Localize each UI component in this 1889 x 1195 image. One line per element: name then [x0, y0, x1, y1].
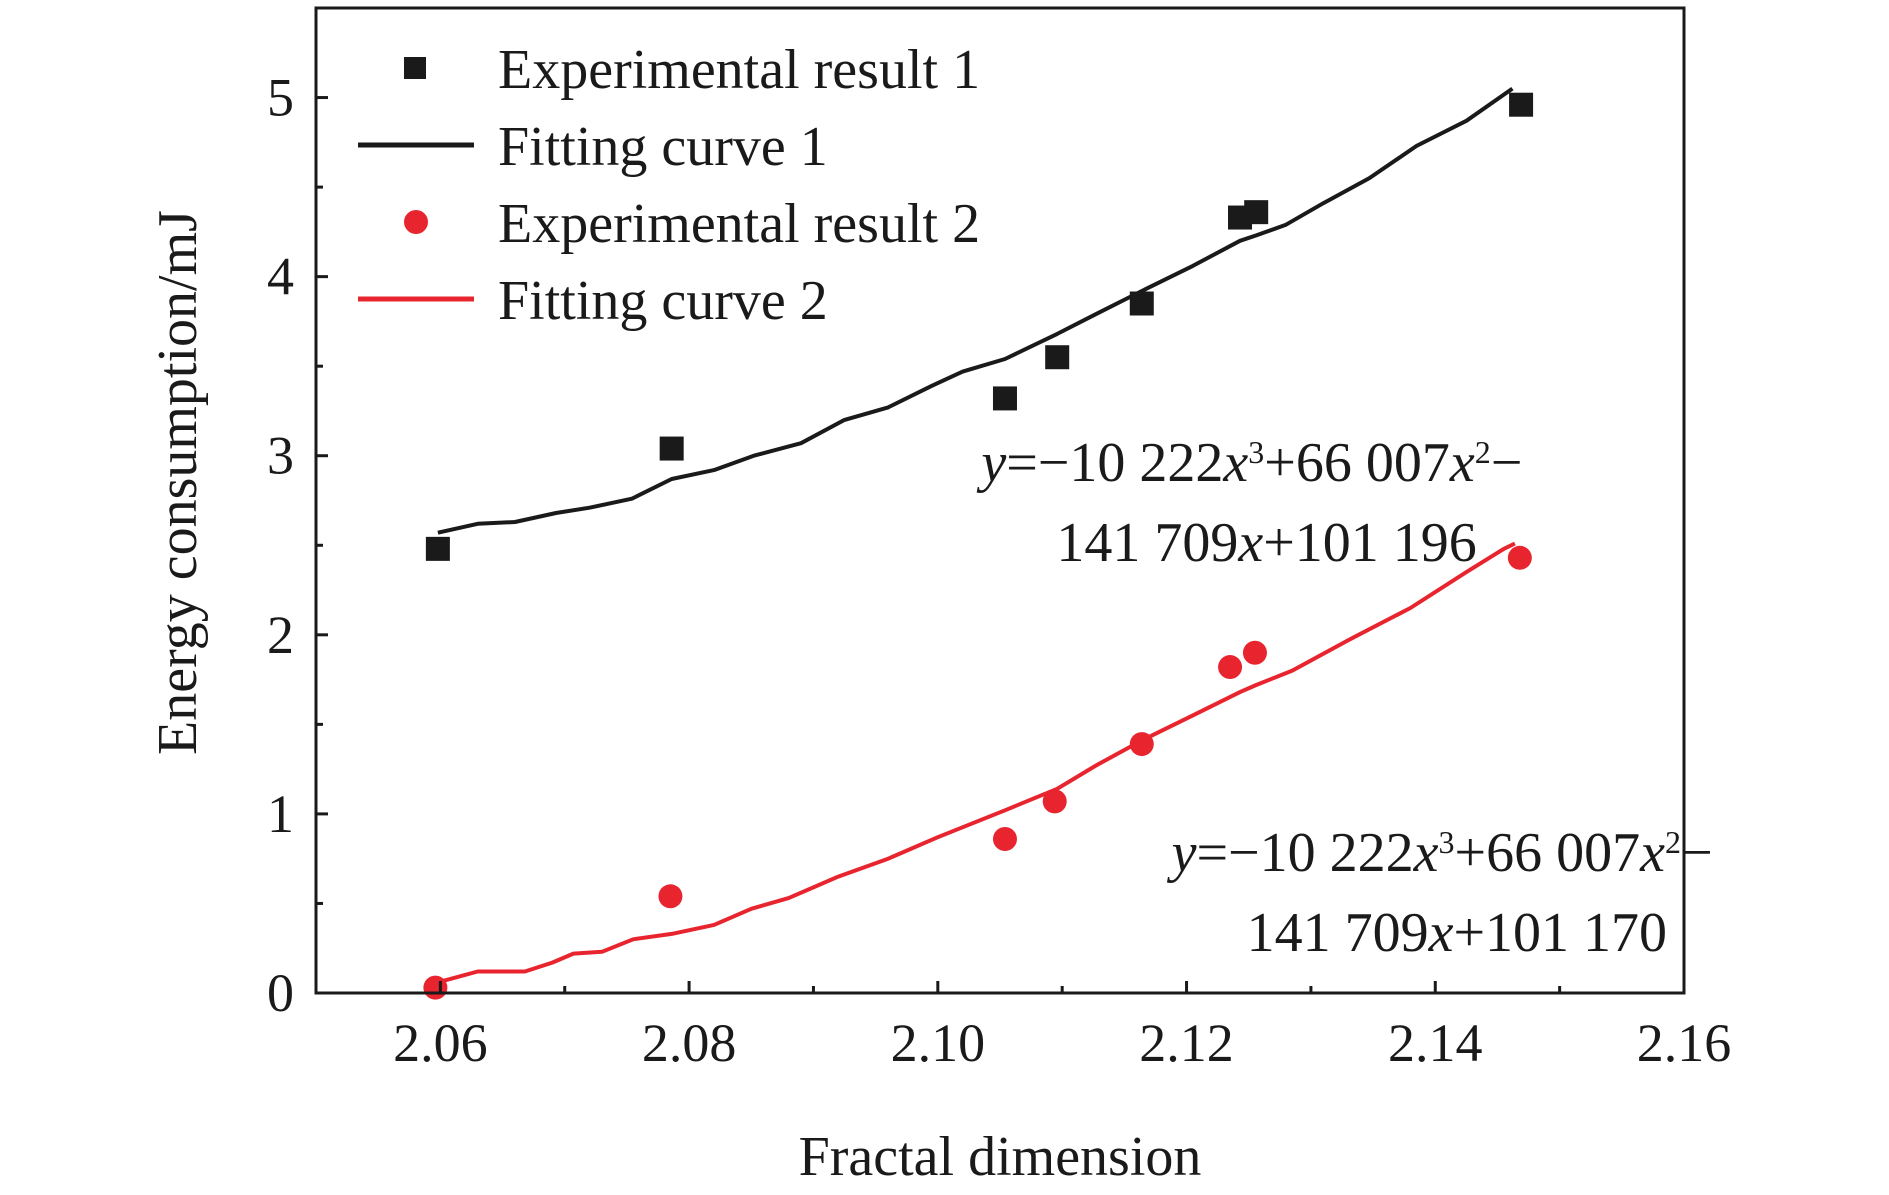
y-tick-label: 4: [267, 247, 294, 307]
x-axis-title: Fractal dimension: [799, 1126, 1202, 1188]
x-tick-label: 2.14: [1388, 1013, 1483, 1073]
equation-segment: −: [1681, 822, 1713, 884]
data-point: [992, 826, 1017, 851]
x-tick-label: 2.10: [891, 1013, 986, 1073]
plot-frame: [314, 6, 1686, 995]
legend-item: Fitting curve 2: [358, 270, 828, 332]
data-point: [659, 436, 684, 461]
equation-segment: y: [1167, 822, 1197, 884]
equation-segment: =−10 222: [1006, 432, 1223, 494]
series-1: [425, 92, 1534, 561]
equation-segment: =−10 222: [1196, 822, 1413, 884]
equation-line: 141 709x+101 196: [1056, 512, 1476, 574]
legend-square-swatch: [404, 57, 426, 79]
fit-line: [437, 86, 1514, 535]
y-tick-label: 2: [267, 605, 294, 665]
equation-segment: +66 007: [1455, 822, 1641, 884]
equation-segment: 141 709: [1247, 902, 1429, 964]
fit-line: [437, 541, 1516, 985]
legend-circle-swatch: [404, 210, 428, 234]
equation-segment: x: [1639, 822, 1665, 884]
y-tick-label: 3: [267, 426, 294, 486]
equation-segment: x: [1428, 902, 1454, 964]
data-point: [1509, 92, 1534, 117]
legend-label: Experimental result 1: [498, 39, 980, 101]
data-point: [1507, 545, 1532, 570]
y-axis-title: Energy consumption/mJ: [147, 210, 209, 755]
data-point: [1042, 789, 1067, 814]
data-point: [1218, 655, 1243, 680]
data-point: [425, 536, 450, 561]
x-tick-label: 2.06: [393, 1013, 488, 1073]
legend-label: Fitting curve 1: [498, 116, 828, 178]
legend-label: Experimental result 2: [498, 193, 980, 255]
series-layer: [423, 86, 1534, 1000]
data-point: [658, 884, 683, 909]
equation-segment: x: [1413, 822, 1439, 884]
equation-segment: x: [1449, 432, 1475, 494]
equation-annotation-2: y=−10 222x3+66 007x2−141 709x+101 170: [1167, 822, 1713, 964]
equation-line: y=−10 222x3+66 007x2−: [976, 432, 1522, 494]
equation-segment: +101 196: [1263, 512, 1477, 574]
x-tick-label: 2.08: [642, 1013, 737, 1073]
x-tick-label: 2.12: [1139, 1013, 1234, 1073]
equation-segment: x: [1237, 512, 1263, 574]
data-point: [1244, 200, 1269, 225]
legend: Experimental result 1 Fitting curve 1 Expe…: [358, 39, 980, 332]
equation-exponent: 3: [1439, 824, 1455, 860]
series-4: [437, 541, 1516, 985]
data-point: [1242, 640, 1267, 665]
equation-segment: y: [976, 432, 1006, 494]
equation-exponent: 3: [1248, 434, 1264, 470]
equation-segment: x: [1222, 432, 1248, 494]
data-point: [1045, 345, 1070, 370]
annotation-layer: y=−10 222x3+66 007x2−141 709x+101 196y=−…: [976, 432, 1712, 964]
equation-annotation-1: y=−10 222x3+66 007x2−141 709x+101 196: [976, 432, 1522, 574]
legend-item: Fitting curve 1: [358, 116, 828, 178]
legend-item: Experimental result 1: [404, 39, 980, 101]
y-tick-label: 0: [267, 963, 294, 1023]
equation-line: 141 709x+101 170: [1247, 902, 1667, 964]
x-tick-label: 2.16: [1637, 1013, 1732, 1073]
y-tick-label: 5: [267, 68, 294, 128]
equation-segment: 141 709: [1056, 512, 1238, 574]
y-tick-label: 1: [267, 784, 294, 844]
equation-line: y=−10 222x3+66 007x2−: [1167, 822, 1713, 884]
legend-label: Fitting curve 2: [498, 270, 828, 332]
equation-exponent: 2: [1665, 824, 1681, 860]
data-point: [992, 386, 1017, 411]
equation-segment: +101 170: [1453, 902, 1667, 964]
ticks-layer: [316, 96, 1686, 995]
series-2: [437, 86, 1514, 535]
equation-segment: +66 007: [1264, 432, 1450, 494]
legend-item: Experimental result 2: [404, 193, 980, 255]
labels-layer: 2.06 2.08 2.10 2.12 2.14 2.16 0 1 2 3 4 5: [267, 68, 1731, 1073]
equation-segment: −: [1491, 432, 1523, 494]
equation-exponent: 2: [1475, 434, 1491, 470]
